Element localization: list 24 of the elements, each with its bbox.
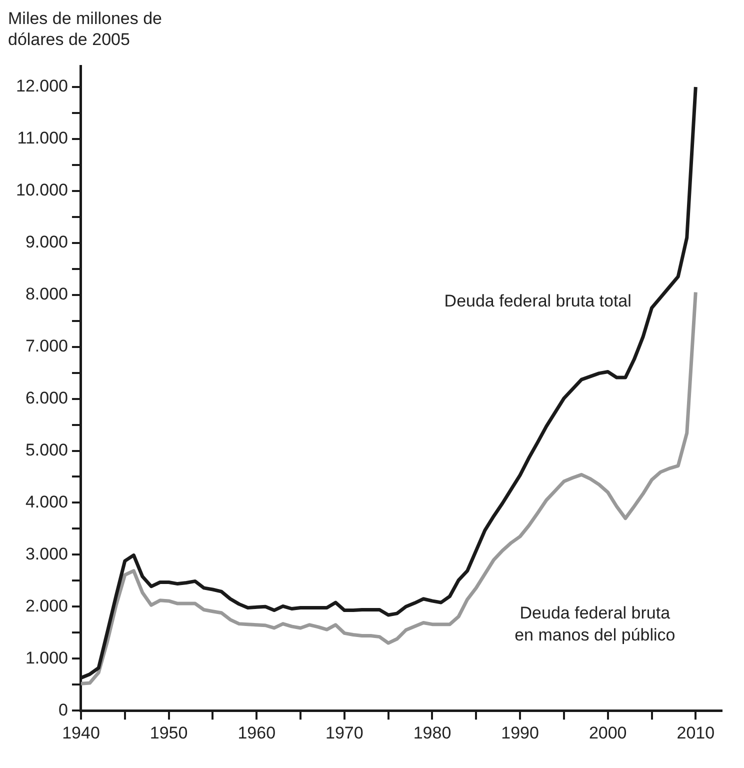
y-tick-label: 3.000: [25, 544, 68, 564]
y-tick-label: 9.000: [25, 232, 68, 252]
y-tick-label: 8.000: [25, 284, 68, 304]
x-tick-label: 2010: [676, 723, 715, 742]
y-tick-label: 12.000: [16, 76, 68, 96]
y-tick-label: 4.000: [25, 492, 68, 512]
y-tick-label: 2.000: [25, 596, 68, 616]
x-tick-label: 1980: [413, 723, 452, 742]
x-tick-label: 1990: [501, 723, 539, 742]
text: Deuda federal bruta en manos del público: [514, 604, 676, 645]
x-tick-label: 1960: [238, 723, 276, 742]
y-tick-label: 6.000: [25, 388, 68, 408]
series-label: Deuda federal bruta total: [444, 291, 632, 310]
x-tick-label: 1950: [150, 723, 188, 742]
y-tick-label: 5.000: [25, 440, 68, 460]
y-tick-label: 7.000: [25, 336, 68, 356]
y-tick-label: 0: [58, 700, 68, 720]
x-tick-label: 1940: [62, 723, 100, 742]
x-tick-label: 1970: [326, 723, 364, 742]
y-axis-title: Miles de millones de dólares de 2005: [8, 8, 164, 50]
y-tick-label: 1.000: [25, 648, 68, 668]
y-tick-label: 11.000: [17, 128, 68, 148]
y-tick-label: 10.000: [16, 180, 68, 200]
x-tick-label: 2000: [588, 723, 627, 742]
